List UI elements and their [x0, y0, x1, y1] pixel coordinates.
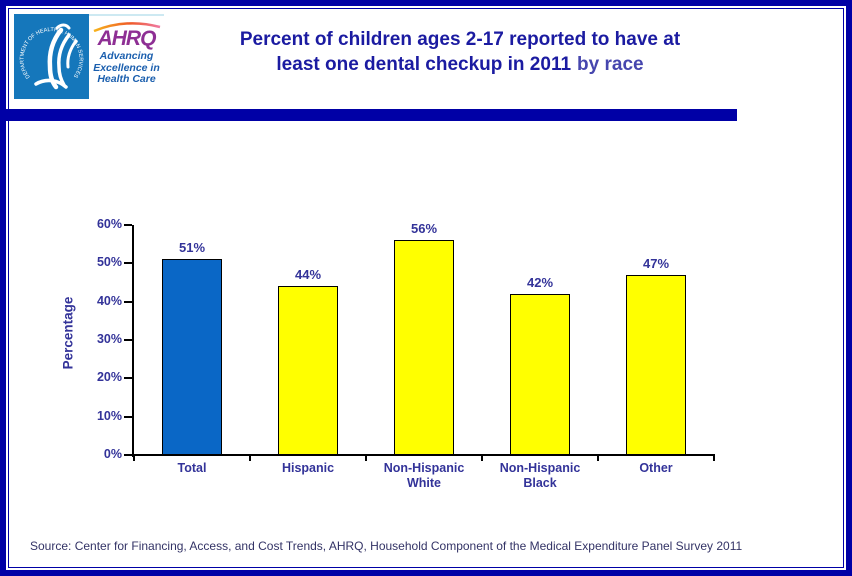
x-category-label-line: Other [639, 461, 673, 475]
x-category-label-total: Total [134, 461, 250, 476]
y-tick [124, 262, 132, 264]
bar-other [626, 275, 686, 455]
chart-title: Percent of children ages 2-17 reported t… [180, 27, 740, 77]
header-divider-bar [0, 109, 737, 121]
y-tick [124, 454, 132, 456]
source-note: Source: Center for Financing, Access, an… [30, 539, 743, 553]
bar-value-label-non-hispanic-white: 56% [410, 221, 438, 236]
ahrq-tagline-line: Excellence in [93, 61, 160, 74]
y-tick-label: 0% [103, 447, 122, 461]
ahrq-logo-panel: AHRQ Advancing Excellence in Health Care [89, 14, 164, 99]
y-tick [124, 339, 132, 341]
ahrq-tagline-line: Advancing [99, 50, 154, 62]
y-tick [124, 377, 132, 379]
x-category-label-line: Non-Hispanic [499, 461, 581, 475]
x-category-label-line: White [406, 475, 442, 490]
hhs-eagle-icon [34, 23, 78, 90]
ahrq-wordmark: AHRQ [97, 27, 157, 50]
x-category-label-line: Hispanic [281, 461, 335, 475]
bar-value-label-other: 47% [642, 256, 670, 271]
y-tick-label: 40% [96, 294, 122, 308]
x-category-label-other: Other [598, 461, 714, 476]
chart-title-line2: least one dental checkup in 2011 by race [276, 54, 644, 75]
ahrq-hhs-logo: DEPARTMENT OF HEALTH & HUMAN SERVICES · … [14, 14, 164, 99]
x-tick [249, 455, 251, 461]
x-category-label-line: Total [177, 461, 207, 475]
y-tick-label: 10% [96, 409, 122, 423]
bar-value-label-non-hispanic-black: 42% [526, 275, 554, 290]
hhs-seal-icon: DEPARTMENT OF HEALTH & HUMAN SERVICES · … [14, 14, 89, 99]
bar-total [162, 259, 222, 455]
bar-value-label-hispanic: 44% [294, 267, 322, 282]
ahrq-tagline-line: Health Care [97, 73, 156, 85]
x-category-label-non-hispanic-black: Non-Hispanic Black [482, 461, 598, 490]
x-tick [481, 455, 483, 461]
x-tick [713, 455, 715, 461]
y-tick [124, 416, 132, 418]
x-axis-line [132, 454, 715, 456]
chart-title-line1: Percent of children ages 2-17 reported t… [239, 29, 681, 50]
y-axis-title: Percentage [60, 296, 76, 370]
y-tick-label: 20% [96, 370, 122, 384]
ahrq-arc-icon [93, 22, 161, 32]
y-tick [124, 224, 132, 226]
x-tick [133, 455, 135, 461]
ahrq-tagline: Advancing Excellence in Health Care [89, 50, 164, 86]
bar-hispanic [278, 286, 338, 455]
bar-value-label-total: 51% [178, 240, 206, 255]
x-category-label-line: Black [523, 475, 557, 490]
bar-non-hispanic-black [510, 294, 570, 455]
x-tick [597, 455, 599, 461]
y-tick [124, 301, 132, 303]
y-axis-line [132, 225, 134, 457]
y-tick-label: 30% [96, 332, 122, 346]
y-tick-label: 60% [96, 217, 122, 231]
x-tick [365, 455, 367, 461]
x-category-label-line: Non-Hispanic [383, 461, 465, 475]
y-tick-label: 50% [96, 255, 122, 269]
x-category-label-non-hispanic-white: Non-Hispanic White [366, 461, 482, 490]
bar-non-hispanic-white [394, 240, 454, 455]
x-category-label-hispanic: Hispanic [250, 461, 366, 476]
chart-title-accent: by race [577, 54, 644, 75]
